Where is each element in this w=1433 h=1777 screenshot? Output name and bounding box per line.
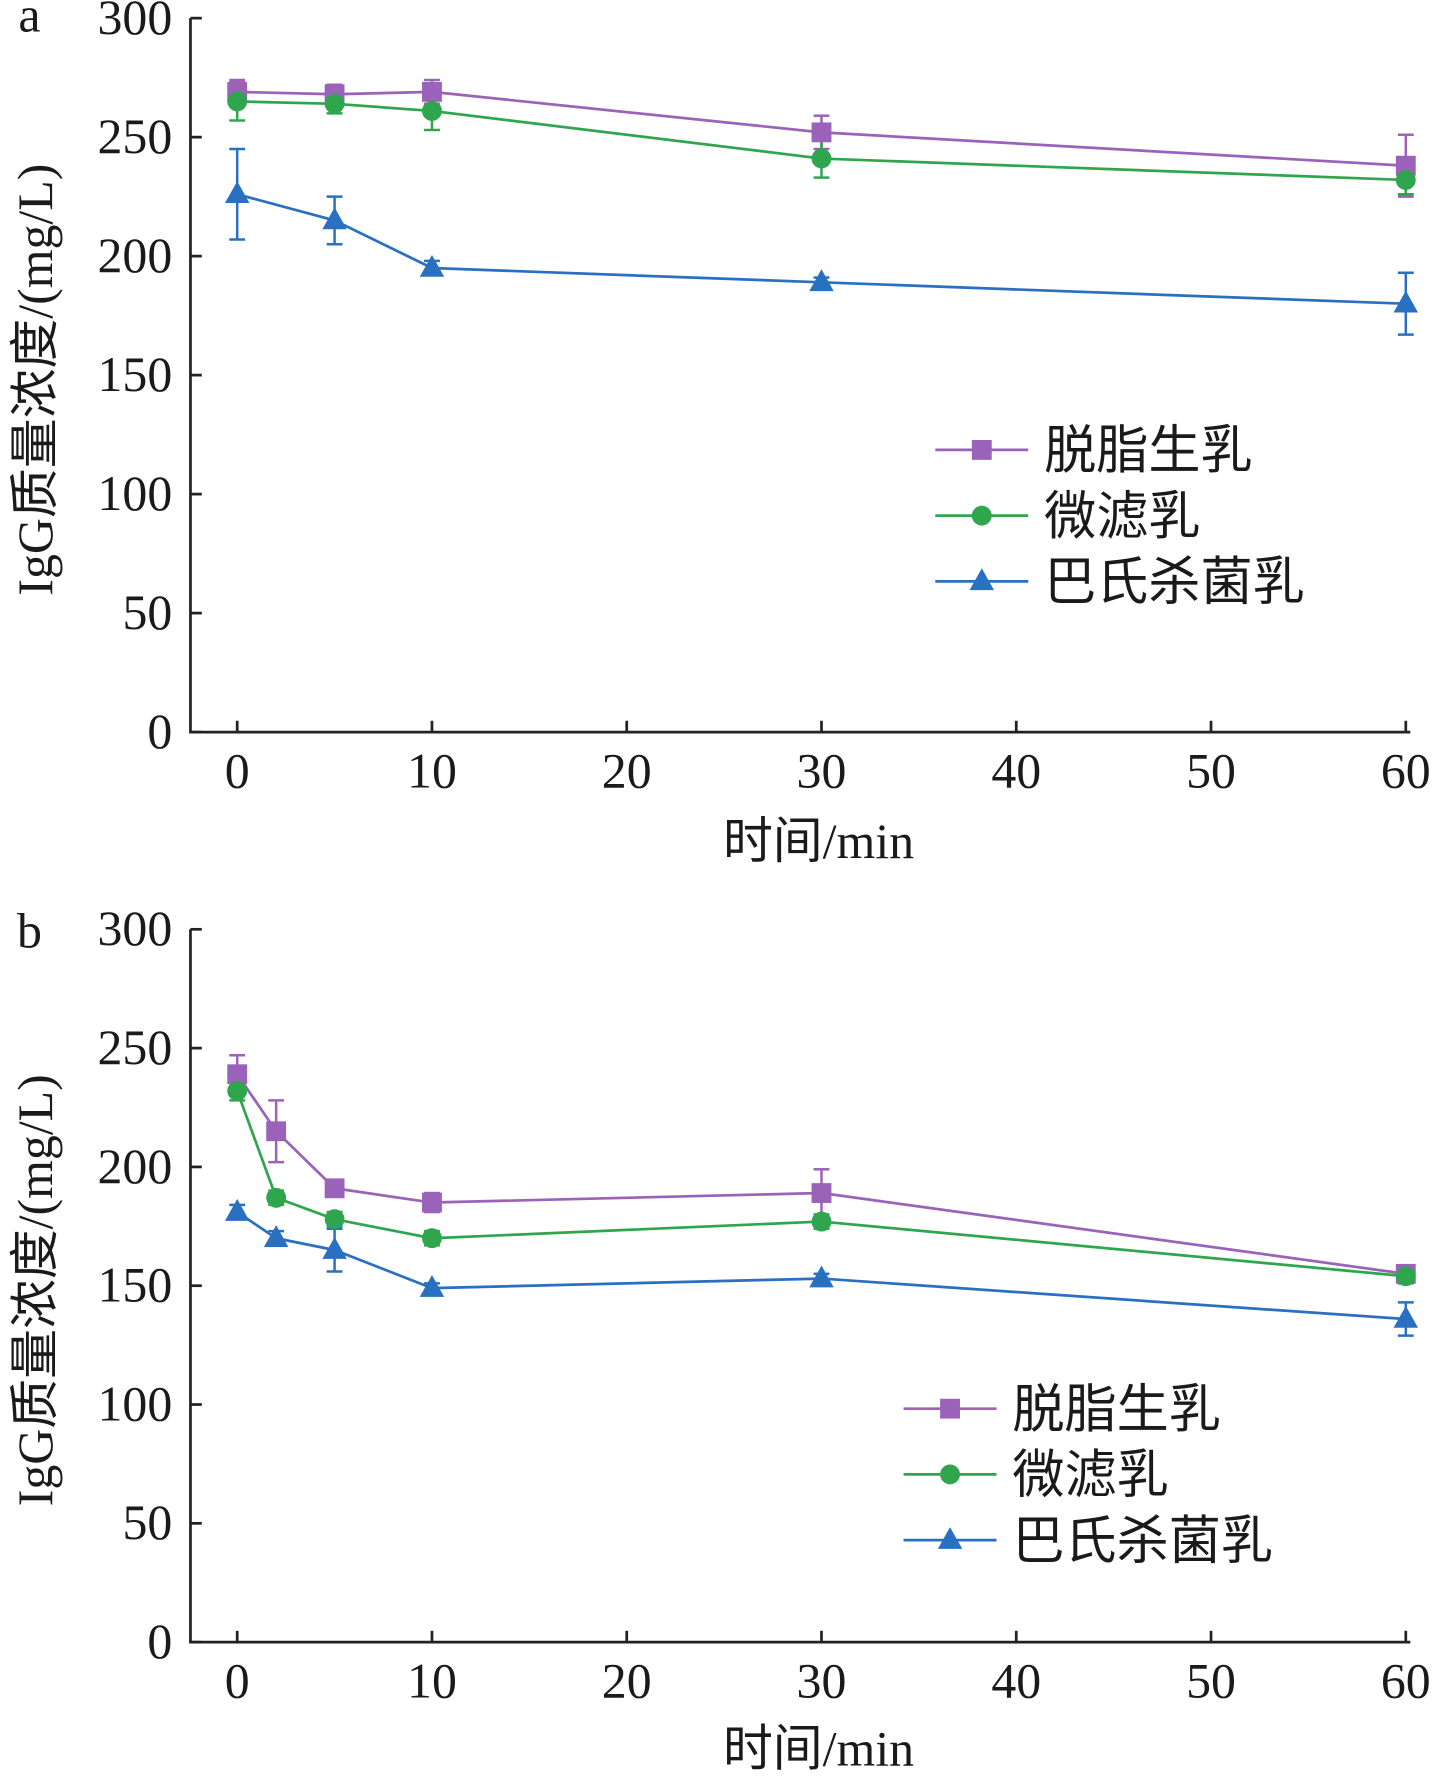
chart-panel-a: a 0 50 100 150 200 250 300 0 10 20 30 40 50 60 时间/min Ig… <box>8 0 1431 869</box>
legend-item: 微滤乳 <box>935 489 1201 546</box>
data-point-triangle <box>809 1265 834 1288</box>
data-point-circle <box>324 1209 345 1230</box>
legend-item: 脱脂生乳 <box>935 423 1253 480</box>
x-tick-label: 30 <box>797 744 847 799</box>
x-tick-label: 20 <box>602 1654 652 1709</box>
data-point-triangle <box>1393 1305 1419 1328</box>
data-point-circle <box>266 1187 287 1208</box>
legend-label: 脱脂生乳 <box>1044 423 1253 480</box>
data-point-triangle <box>224 181 250 204</box>
legend-label: 巴氏杀菌乳 <box>1044 555 1305 612</box>
x-axis-title: 时间/min <box>723 1722 914 1777</box>
legend-label: 巴氏杀菌乳 <box>1012 1513 1273 1570</box>
data-point-circle <box>422 1228 442 1249</box>
chart-panel-b: b 0 50 100 150 200 250 300 0 10 20 30 40 50 60 时间/min Ig… <box>8 901 1431 1776</box>
y-tick-label: 200 <box>98 1139 173 1194</box>
series-line-1 <box>235 1090 1406 1278</box>
legend-marker-square <box>940 1398 960 1419</box>
legend-item: 微滤乳 <box>903 1448 1169 1505</box>
y-tick-label: 300 <box>98 901 173 956</box>
data-point-square <box>266 1121 287 1142</box>
legend-label: 脱脂生乳 <box>1012 1382 1221 1439</box>
legend-label: 微滤乳 <box>1044 489 1200 546</box>
x-tick-label: 40 <box>991 1654 1041 1709</box>
x-tick-label: 10 <box>407 744 457 799</box>
series-line-2 <box>236 1210 1406 1321</box>
data-point-triangle <box>322 1237 347 1259</box>
y-tick-label: 50 <box>122 585 172 640</box>
data-point-triangle <box>1393 290 1419 313</box>
x-tick-label: 60 <box>1381 1654 1431 1709</box>
data-point-square <box>227 1064 248 1085</box>
legend-marker-triangle <box>937 1527 963 1549</box>
y-tick-label: 300 <box>98 0 173 45</box>
x-tick-label: 20 <box>602 744 652 799</box>
y-tick-label: 150 <box>98 347 173 402</box>
data-point-circle <box>1395 1266 1416 1287</box>
panel-label: b <box>17 903 42 958</box>
x-tick-label: 30 <box>797 1654 847 1709</box>
data-point-triangle <box>263 1225 289 1247</box>
y-tick-label: 0 <box>147 1614 172 1669</box>
y-tick-label: 100 <box>98 1376 173 1431</box>
y-tick-label: 250 <box>98 109 173 164</box>
data-point-circle <box>811 1211 832 1232</box>
data-point-circle <box>811 148 832 169</box>
y-tick-label: 250 <box>98 1020 173 1075</box>
data-point-square <box>811 122 832 143</box>
data-point-square <box>811 1183 832 1203</box>
legend-item: 巴氏杀菌乳 <box>903 1513 1273 1570</box>
x-tick-label: 10 <box>407 1654 457 1709</box>
data-point-circle <box>227 1080 248 1101</box>
data-point-triangle <box>419 1275 445 1297</box>
data-point-circle <box>227 91 248 112</box>
data-point-triangle <box>322 207 347 230</box>
data-point-triangle <box>419 254 445 277</box>
legend-marker-circle <box>971 505 992 526</box>
data-point-square <box>422 1192 442 1213</box>
legend-item: 脱脂生乳 <box>903 1382 1221 1439</box>
y-axis-title: IgG质量浓度/(mg/L) <box>8 1074 63 1506</box>
panel-label: a <box>18 0 40 43</box>
data-point-triangle <box>809 269 834 292</box>
x-axis-title: 时间/min <box>723 814 914 869</box>
x-tick-label: 0 <box>225 1654 250 1709</box>
x-tick-label: 50 <box>1186 1654 1236 1709</box>
x-tick-label: 40 <box>991 744 1041 799</box>
x-tick-label: 60 <box>1381 744 1431 799</box>
data-point-square <box>324 1178 345 1199</box>
legend-marker-triangle <box>969 568 995 591</box>
x-tick-label: 50 <box>1186 744 1236 799</box>
data-point-triangle <box>224 1198 250 1221</box>
legend-label: 微滤乳 <box>1012 1448 1168 1505</box>
y-tick-label: 200 <box>98 228 173 283</box>
y-tick-label: 0 <box>147 704 172 759</box>
data-point-square <box>422 81 442 102</box>
x-tick-label: 0 <box>225 744 250 799</box>
y-tick-label: 50 <box>122 1495 172 1550</box>
data-point-circle <box>324 93 345 114</box>
legend-marker-square <box>971 440 992 460</box>
legend-marker-circle <box>940 1464 960 1485</box>
data-point-circle <box>422 101 442 121</box>
y-tick-label: 100 <box>98 466 173 521</box>
y-axis-title: IgG质量浓度/(mg/L) <box>8 164 63 596</box>
y-tick-label: 150 <box>98 1258 173 1313</box>
legend-item: 巴氏杀菌乳 <box>935 555 1305 612</box>
data-point-circle <box>1395 170 1416 190</box>
